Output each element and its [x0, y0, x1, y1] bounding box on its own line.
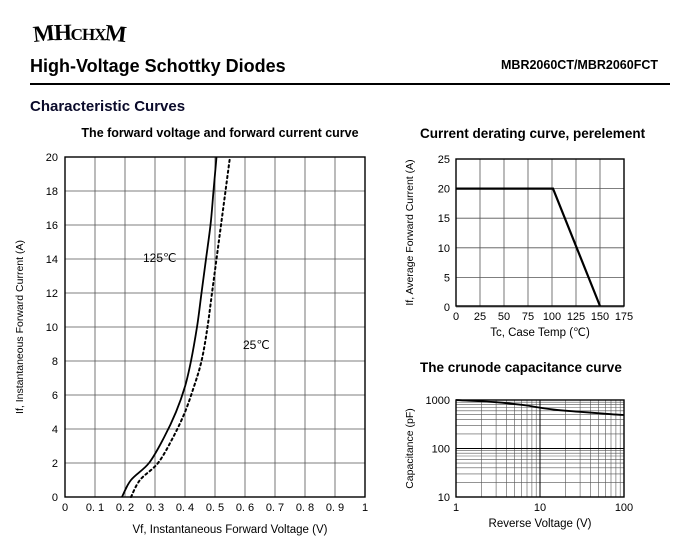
svg-text:1: 1: [453, 502, 459, 514]
svg-text:10: 10: [534, 502, 546, 514]
svg-text:100: 100: [432, 444, 450, 456]
svg-text:10: 10: [438, 492, 450, 504]
svg-text:100: 100: [615, 502, 633, 514]
svg-text:1000: 1000: [426, 395, 450, 407]
